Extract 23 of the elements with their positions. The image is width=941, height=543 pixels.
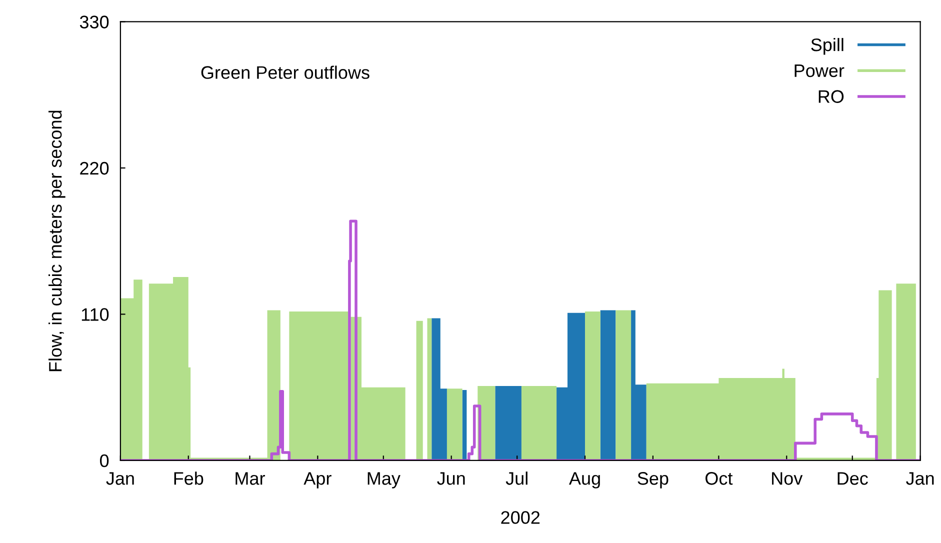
- x-tick-label: Dec: [838, 472, 868, 485]
- y-axis-title: Flow, in cubic meters per second: [48, 110, 66, 372]
- legend-label: Spill: [811, 38, 844, 55]
- y-tick-label: 0: [100, 454, 109, 468]
- x-tick-label: Jan: [106, 472, 134, 485]
- x-tick-label: Jan: [906, 472, 934, 485]
- x-tick-label: Apr: [304, 472, 332, 488]
- x-tick-label: Aug: [568, 472, 600, 488]
- y-tick-label: 110: [82, 308, 109, 321]
- x-tick-label: Oct: [706, 472, 733, 485]
- legend-label: RO: [818, 90, 844, 103]
- x-tick-label: Feb: [174, 472, 204, 485]
- x-tick-label: Nov: [772, 472, 803, 485]
- legend-label: Power: [794, 64, 844, 78]
- x-tick-label: Mar: [236, 472, 265, 485]
- y-tick-label: 330: [80, 16, 109, 28]
- x-axis-title: 2002: [501, 511, 540, 524]
- x-tick-label: Jul: [506, 472, 528, 485]
- x-tick-label: May: [368, 472, 400, 488]
- x-tick-label: Jun: [437, 472, 465, 485]
- x-tick-label: Sep: [638, 472, 668, 488]
- annotation: Green Peter outflows: [201, 66, 370, 79]
- y-tick-label: 220: [80, 162, 109, 175]
